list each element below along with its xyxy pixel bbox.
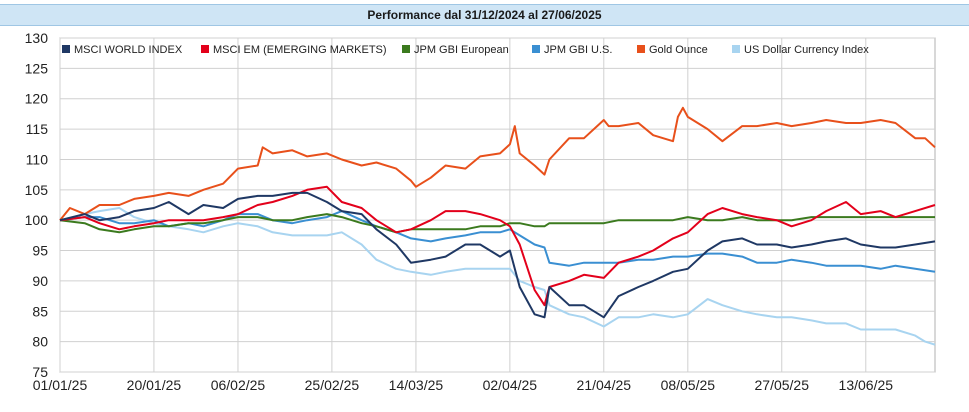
y-tick-label: 105 — [25, 182, 49, 198]
x-tick-label: 02/04/25 — [483, 377, 538, 393]
legend-swatch — [402, 45, 410, 53]
legend-label: JPM GBI European — [414, 44, 509, 56]
y-tick-label: 95 — [32, 243, 48, 259]
chart-title: Performance dal 31/12/2024 al 27/06/2025 — [0, 4, 969, 26]
y-tick-label: 75 — [32, 364, 48, 380]
legend-swatch — [637, 45, 645, 53]
x-tick-label: 14/03/25 — [389, 377, 444, 393]
y-tick-label: 90 — [32, 273, 48, 289]
series-line-4 — [59, 106, 936, 221]
y-tick-label: 80 — [32, 334, 48, 350]
x-tick-label: 25/02/25 — [305, 377, 360, 393]
y-tick-label: 115 — [26, 121, 49, 137]
x-tick-label: 27/05/25 — [755, 377, 810, 393]
legend-label: Gold Ounce — [649, 44, 708, 56]
legend-swatch — [201, 45, 209, 53]
y-tick-label: 110 — [26, 151, 49, 167]
legend-swatch — [732, 45, 740, 53]
legend-label: MSCI WORLD INDEX — [74, 44, 183, 56]
grid — [59, 37, 936, 373]
y-tick-label: 100 — [25, 212, 49, 228]
y-tick-label: 85 — [32, 303, 48, 319]
x-tick-label: 20/01/25 — [127, 377, 182, 393]
legend-swatch — [62, 45, 70, 53]
legend-swatch — [532, 45, 540, 53]
series-line-0 — [59, 191, 936, 319]
series-line-3 — [59, 210, 936, 273]
x-tick-label: 21/04/25 — [577, 377, 632, 393]
x-tick-label: 01/01/25 — [33, 377, 88, 393]
legend-label: US Dollar Currency Index — [744, 44, 869, 56]
y-tick-label: 130 — [25, 30, 49, 46]
series-line-2 — [59, 213, 935, 234]
legend-label: JPM GBI U.S. — [544, 44, 612, 56]
axes: 75 80 85 90 95 100 105 110 115 120 125 130 01/01/25 2… — [25, 30, 894, 393]
plot-frame — [59, 37, 936, 373]
series-lines — [59, 106, 936, 346]
legend-label: MSCI EM (EMERGING MARKETS) — [213, 44, 387, 56]
x-tick-label: 13/06/25 — [839, 377, 894, 393]
x-tick-label: 06/02/25 — [211, 377, 266, 393]
series-line-5 — [59, 207, 936, 346]
legend: MSCI WORLD INDEX MSCI EM (EMERGING MARKET… — [62, 44, 869, 56]
series-line-1 — [59, 185, 936, 307]
x-tick-label: 08/05/25 — [661, 377, 716, 393]
y-tick-label: 125 — [25, 60, 49, 76]
y-tick-label: 120 — [25, 91, 49, 107]
